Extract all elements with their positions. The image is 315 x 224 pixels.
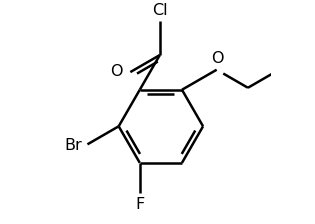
Text: Br: Br	[65, 138, 83, 153]
Text: O: O	[110, 64, 123, 79]
Text: Cl: Cl	[152, 3, 168, 18]
Text: O: O	[211, 51, 224, 66]
Text: F: F	[135, 197, 144, 212]
